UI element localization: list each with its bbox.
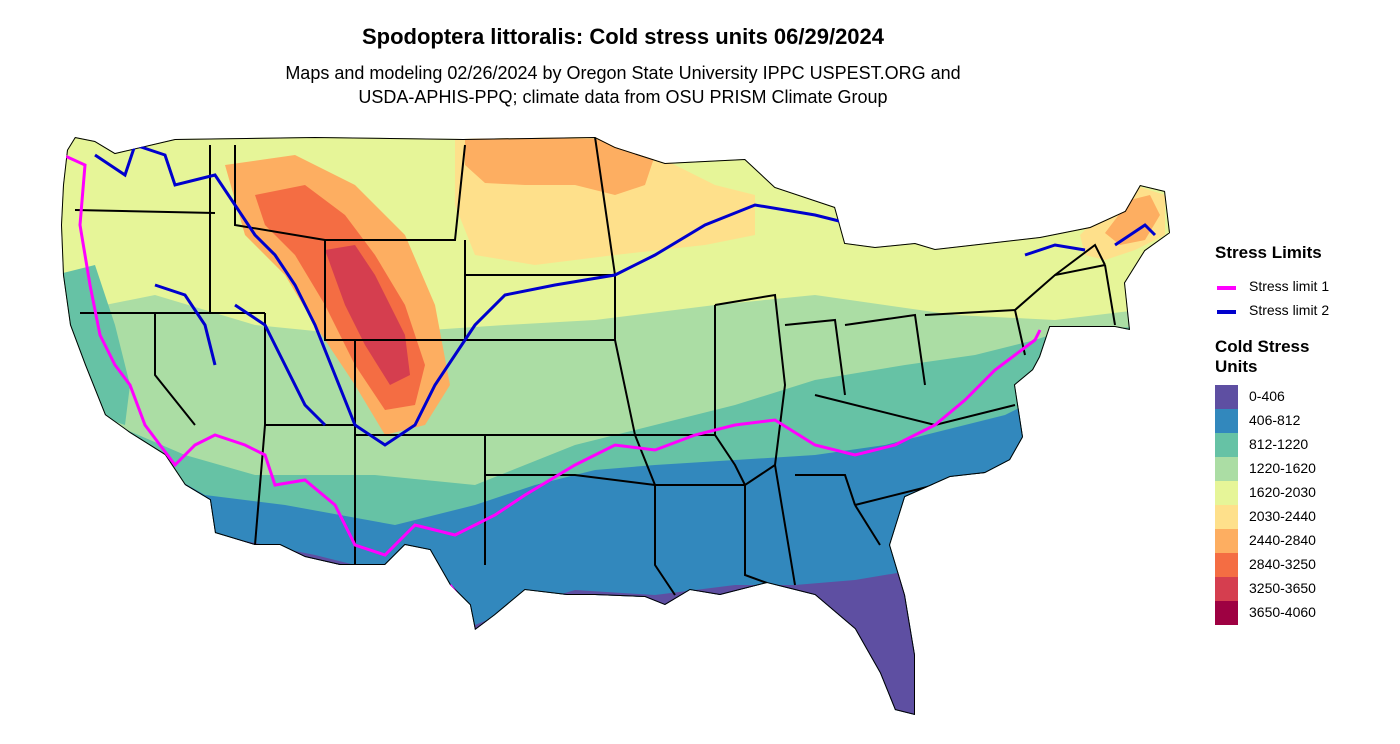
cold-stress-legend-title-line-2: Units	[1215, 357, 1258, 376]
cold-stress-class-label: 3250-3650	[1249, 580, 1316, 596]
cold-stress-color-swatch	[1215, 577, 1238, 601]
cold-stress-class-item: 2440-2840	[1215, 529, 1395, 553]
cold-stress-legend-title-line-1: Cold Stress	[1215, 337, 1310, 356]
cold-stress-class-label: 812-1220	[1249, 436, 1309, 452]
cold-stress-color-swatch	[1215, 457, 1238, 481]
cold-stress-class-item: 1220-1620	[1215, 457, 1395, 481]
stress-limit-label: Stress limit 2	[1249, 302, 1330, 318]
cold-stress-color-swatch	[1215, 409, 1238, 433]
stress-limit-line-swatch	[1217, 310, 1236, 314]
cold-stress-class-item: 2030-2440	[1215, 505, 1395, 529]
cold-stress-class-item: 3250-3650	[1215, 577, 1395, 601]
cold-stress-class-label: 1220-1620	[1249, 460, 1316, 476]
map-title: Spodoptera littoralis: Cold stress units…	[361, 24, 885, 49]
cold-stress-color-swatch	[1215, 481, 1238, 505]
zone-2440-2840-maine	[1105, 195, 1160, 245]
cold-stress-legend: 0-406 406-812 812-1220 1220-1620 1620-2030 20…	[1215, 385, 1395, 625]
stress-limit-legend-item: Stress limit 1	[1215, 275, 1395, 299]
cold-stress-class-item: 812-1220	[1215, 433, 1395, 457]
cold-stress-class-label: 2440-2840	[1249, 532, 1316, 548]
cold-stress-color-swatch	[1215, 553, 1238, 577]
cold-stress-class-item: 406-812	[1215, 409, 1395, 433]
cold-stress-class-label: 406-812	[1249, 412, 1301, 428]
cold-stress-color-swatch	[1215, 385, 1238, 409]
legend: Stress Limits Stress limit 1 Stress limit…	[1215, 243, 1395, 625]
conus-cold-stress-map	[61, 137, 1170, 715]
cold-stress-color-swatch	[1215, 601, 1238, 625]
stress-limit-label: Stress limit 1	[1249, 278, 1330, 294]
stress-limit-2-contour	[94, 143, 1157, 447]
stress-limit-line-swatch	[1217, 286, 1236, 290]
cold-stress-class-item: 3650-4060	[1215, 601, 1395, 625]
cold-stress-class-item: 1620-2030	[1215, 481, 1395, 505]
cold-stress-color-swatch	[1215, 529, 1238, 553]
cold-stress-class-label: 2030-2440	[1249, 508, 1316, 524]
stress-limits-legend-title: Stress Limits	[1215, 243, 1322, 262]
cold-stress-class-item: 2840-3250	[1215, 553, 1395, 577]
map-subtitle-line-1: Maps and modeling 02/26/2024 by Oregon S…	[285, 63, 961, 83]
map-subtitle-line-2: USDA-APHIS-PPQ; climate data from OSU PR…	[358, 87, 888, 107]
cold-stress-color-swatch	[1215, 433, 1238, 457]
zone-2440-2840-north	[465, 137, 655, 195]
stress-limit-legend-item: Stress limit 2	[1215, 299, 1395, 323]
cold-stress-class-item: 0-406	[1215, 385, 1395, 409]
cold-stress-class-label: 0-406	[1249, 388, 1285, 404]
stress-limits-legend: Stress limit 1 Stress limit 2	[1215, 275, 1395, 323]
cold-stress-class-label: 2840-3250	[1249, 556, 1316, 572]
cold-stress-color-swatch	[1215, 505, 1238, 529]
cold-stress-class-label: 3650-4060	[1249, 604, 1316, 620]
cold-stress-class-label: 1620-2030	[1249, 484, 1316, 500]
zone-3250-3650-rockies	[325, 245, 410, 385]
